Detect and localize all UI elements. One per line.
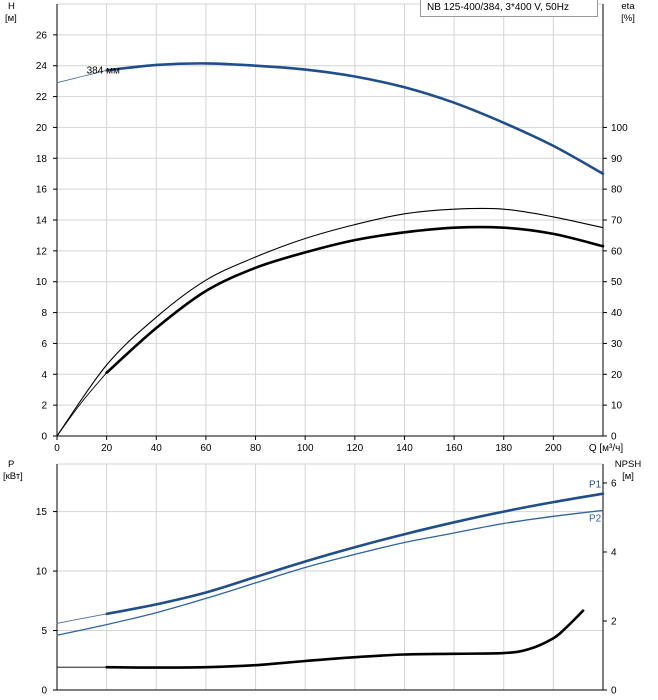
y-axis-unit-left: [кВт]	[3, 471, 23, 482]
y-tick-label: 5	[41, 626, 47, 637]
y-tick-label: 14	[36, 216, 48, 227]
y-tick-label: 24	[36, 61, 48, 72]
curve-p2	[56, 509, 604, 636]
curve-h-thin	[56, 69, 108, 84]
y-right-tick-label: 100	[611, 123, 628, 134]
y-axis-title-right: NPSH	[615, 459, 642, 470]
y-axis-unit-right: [%]	[621, 13, 635, 24]
curve-annotation: 384 мм	[87, 65, 120, 76]
y-right-tick-label: 0	[611, 432, 617, 443]
y-right-tick-label: 70	[611, 216, 623, 227]
y-axis-title-left: P	[8, 459, 14, 470]
y-right-tick-label: 4	[611, 547, 617, 558]
y-axis-unit-left: [м]	[5, 13, 17, 24]
curve-npsh	[105, 609, 585, 669]
y-tick-label: 20	[36, 123, 48, 134]
x-tick-label: 40	[151, 443, 163, 454]
y-right-tick-label: 90	[611, 154, 623, 165]
curve-eta-thin	[56, 372, 108, 437]
y-tick-label: 4	[41, 370, 47, 381]
y-axis-unit-right: [м]	[622, 471, 634, 482]
y-right-tick-label: 50	[611, 277, 623, 288]
x-tick-label: 160	[446, 443, 463, 454]
y-tick-label: 26	[36, 30, 48, 41]
y-tick-label: 6	[41, 339, 47, 350]
x-tick-label: 60	[200, 443, 212, 454]
curve-p1	[105, 492, 605, 616]
y-tick-label: 22	[36, 92, 48, 103]
y-right-tick-label: 80	[611, 185, 623, 196]
y-tick-label: 18	[36, 154, 48, 165]
y-tick-label: 0	[41, 686, 47, 697]
y-right-tick-label: 10	[611, 401, 623, 412]
y-right-tick-label: 60	[611, 246, 623, 257]
x-tick-label: 0	[54, 443, 60, 454]
curve-h	[105, 62, 605, 175]
y-right-tick-label: 6	[611, 478, 617, 489]
title-box: NB 125-400/384, 3*400 V, 50Hz	[420, 0, 598, 17]
y-tick-label: 0	[41, 432, 47, 443]
x-tick-label: 120	[346, 443, 363, 454]
y-tick-label: 15	[36, 507, 48, 518]
y-tick-label: 12	[36, 246, 48, 257]
x-tick-label: 140	[396, 443, 413, 454]
x-tick-label: 100	[297, 443, 314, 454]
y-right-tick-label: 0	[611, 686, 617, 697]
x-axis-label: Q [м³/ч]	[589, 443, 624, 454]
y-tick-label: 10	[36, 567, 48, 578]
y-tick-label: 16	[36, 185, 48, 196]
y-tick-label: 10	[36, 277, 48, 288]
y-right-tick-label: 20	[611, 370, 623, 381]
curve-eta-upper	[56, 207, 604, 437]
y-axis-title-left: H	[8, 1, 15, 12]
y-right-tick-label: 2	[611, 616, 617, 627]
x-tick-label: 20	[101, 443, 113, 454]
x-tick-label: 180	[495, 443, 512, 454]
series-label-p1: P1	[589, 480, 602, 491]
x-tick-label: 200	[545, 443, 562, 454]
y-axis-title-right: eta	[621, 1, 635, 12]
y-right-tick-label: 30	[611, 339, 623, 350]
curve-eta	[105, 225, 605, 374]
series-label-p2: P2	[589, 513, 602, 524]
x-tick-label: 80	[250, 443, 262, 454]
y-right-tick-label: 40	[611, 308, 623, 319]
curve-p1-thin	[56, 613, 108, 624]
y-tick-label: 2	[41, 401, 47, 412]
y-tick-label: 8	[41, 308, 47, 319]
